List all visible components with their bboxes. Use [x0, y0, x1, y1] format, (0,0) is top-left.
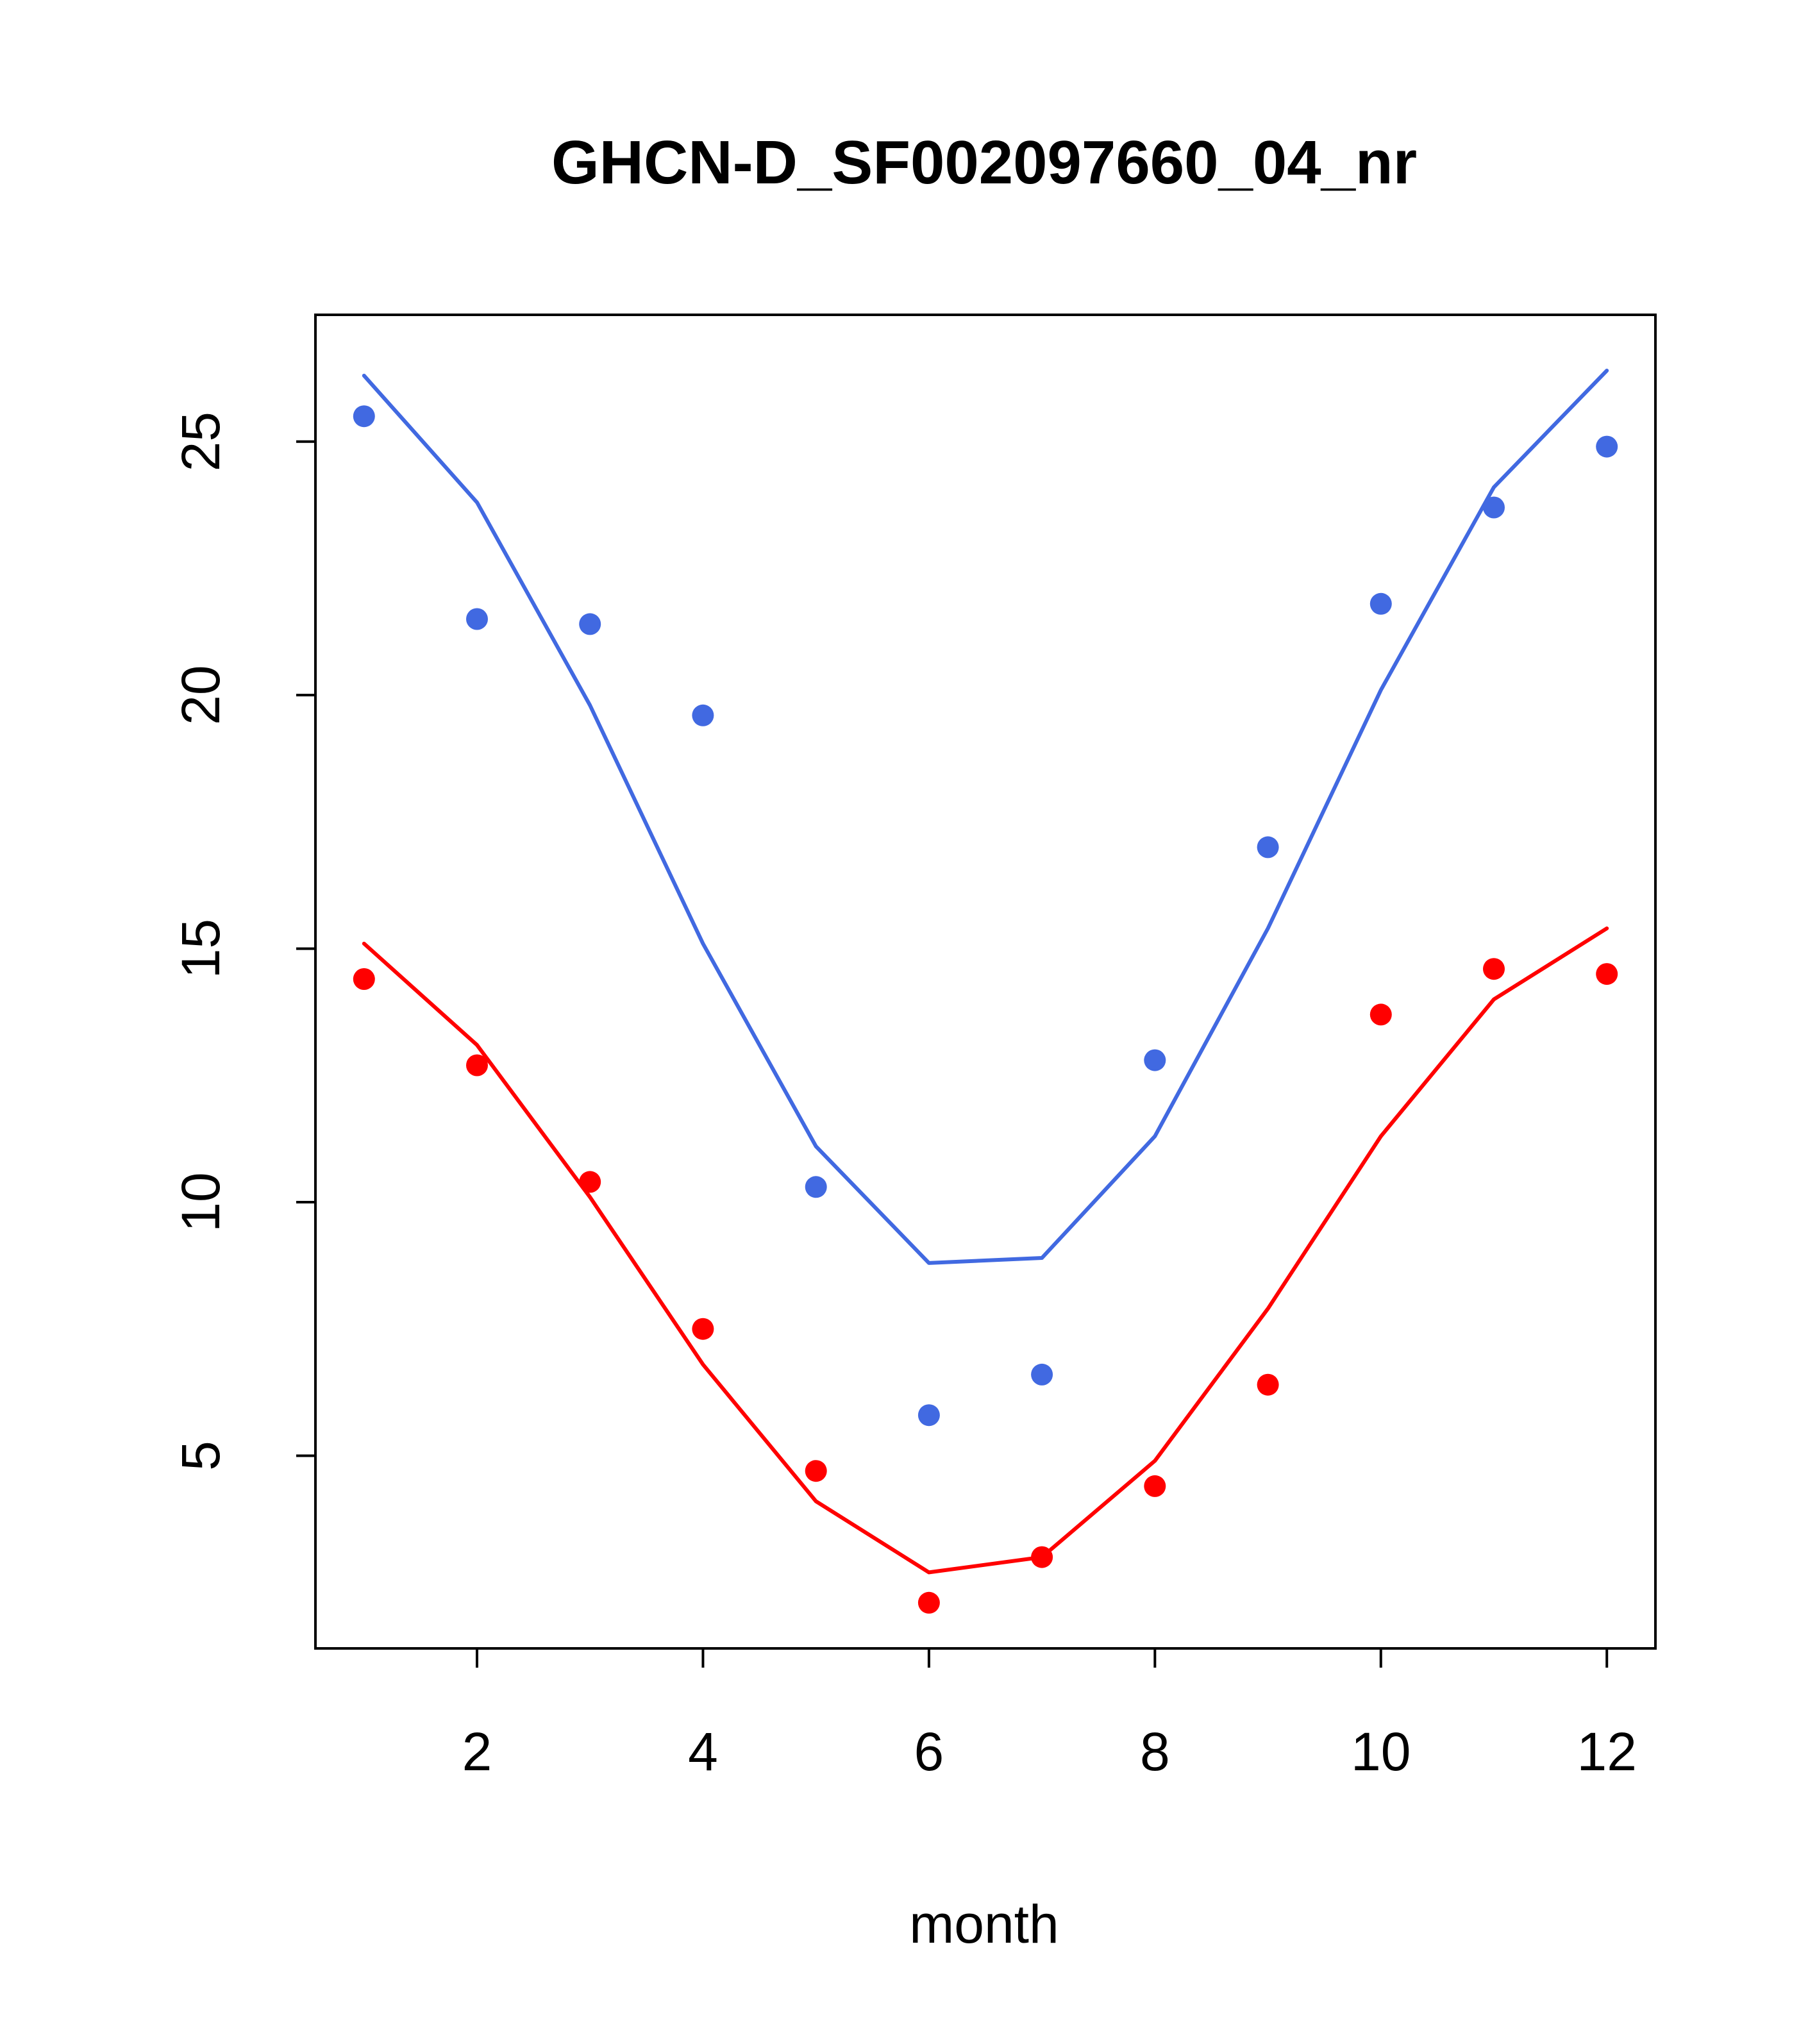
- point-min-points-8: [1144, 1475, 1166, 1497]
- point-max-points-3: [579, 613, 601, 635]
- point-min-points-4: [692, 1318, 714, 1340]
- point-max-points-5: [805, 1176, 827, 1198]
- x-tick-label-4: 4: [688, 1721, 718, 1782]
- point-min-points-1: [353, 968, 375, 990]
- y-tick-label-25: 25: [171, 412, 231, 471]
- x-tick-label-12: 12: [1577, 1721, 1637, 1782]
- x-tick-label-8: 8: [1140, 1721, 1170, 1782]
- point-min-points-9: [1257, 1373, 1279, 1396]
- point-max-points-6: [917, 1404, 940, 1427]
- y-tick-label-5: 5: [171, 1441, 231, 1471]
- y-tick-label-20: 20: [171, 665, 231, 725]
- x-tick-label-2: 2: [462, 1721, 492, 1782]
- point-min-points-11: [1483, 958, 1505, 980]
- point-max-points-1: [353, 405, 375, 428]
- point-max-points-4: [692, 704, 714, 726]
- y-tick-label-10: 10: [171, 1172, 231, 1232]
- point-max-points-7: [1031, 1363, 1053, 1386]
- point-min-points-2: [466, 1054, 488, 1076]
- point-max-points-10: [1369, 592, 1392, 615]
- point-max-points-8: [1144, 1049, 1166, 1071]
- point-min-points-10: [1369, 1003, 1392, 1026]
- plot-area: [353, 369, 1618, 1614]
- point-max-points-11: [1483, 496, 1505, 519]
- point-min-points-5: [805, 1460, 827, 1482]
- x-axis: 2 4 6 8 10 12: [462, 1647, 1637, 1782]
- x-tick-label-6: 6: [914, 1721, 944, 1782]
- point-max-points-2: [466, 608, 488, 630]
- y-axis: 5 10 15 20 25: [171, 412, 317, 1471]
- point-max-points-12: [1596, 435, 1618, 458]
- y-tick-label-15: 15: [171, 919, 231, 978]
- x-axis-title: month: [909, 1894, 1059, 1954]
- series-max-line: [362, 369, 1609, 1265]
- point-min-points-7: [1031, 1546, 1053, 1568]
- point-min-points-6: [917, 1591, 940, 1614]
- point-min-points-12: [1596, 963, 1618, 985]
- point-max-points-9: [1257, 836, 1279, 859]
- x-tick-label-10: 10: [1351, 1721, 1411, 1782]
- series-min-line: [362, 926, 1609, 1575]
- chart-title: GHCN-D_SF002097660_04_nr: [551, 128, 1417, 197]
- point-min-points-3: [579, 1171, 601, 1193]
